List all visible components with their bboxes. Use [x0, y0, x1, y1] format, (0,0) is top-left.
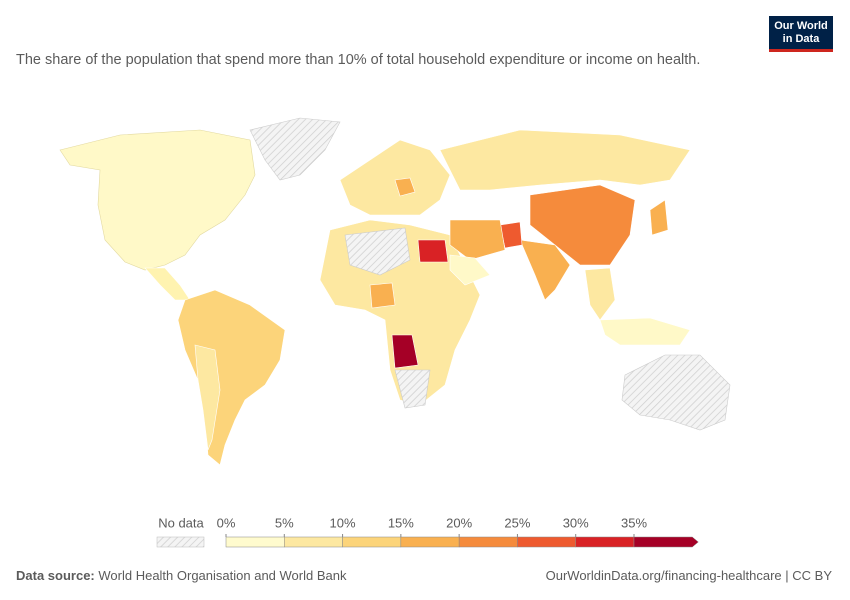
logo-text: in Data	[782, 33, 820, 45]
country	[144, 267, 191, 301]
country	[194, 344, 221, 451]
country	[369, 282, 396, 309]
legend-label: No data	[158, 515, 204, 530]
legend-bin	[458, 536, 518, 548]
legend-tick-label: 25%	[504, 515, 530, 530]
legend: No data 0% 5% 10% 15% 20% 25% 30% 35%	[156, 515, 699, 548]
legend-tick-label: 5%	[275, 515, 294, 530]
source-label: Data source:	[16, 568, 95, 583]
legend-bin	[575, 536, 635, 548]
source: Data source: World Health Organisation a…	[16, 568, 346, 583]
legend-tick-label: 0%	[217, 515, 236, 530]
country	[394, 369, 431, 409]
country	[449, 219, 506, 261]
country	[59, 129, 256, 271]
country	[584, 267, 616, 321]
subtitle: The share of the population that spend m…	[16, 52, 701, 68]
legend-bin	[400, 536, 460, 548]
country	[599, 317, 691, 346]
legend-bin	[284, 536, 343, 548]
legend-bin	[633, 536, 699, 548]
legend-tick-label: 15%	[388, 515, 414, 530]
country	[449, 254, 491, 286]
country	[529, 184, 636, 266]
country	[417, 239, 449, 263]
legend-bin	[225, 536, 285, 548]
legend-tick-label: 20%	[446, 515, 472, 530]
country	[177, 289, 286, 466]
legend-no-data	[156, 536, 205, 548]
source-text: World Health Organisation and World Bank	[98, 568, 347, 583]
country	[439, 129, 691, 191]
legend-tick-label: 10%	[330, 515, 356, 530]
country	[249, 117, 341, 181]
logo[interactable]: Our World in Data	[769, 16, 833, 52]
credit[interactable]: OurWorldinData.org/financing-healthcare …	[545, 568, 832, 583]
logo-text: Our World	[774, 20, 828, 32]
country	[621, 354, 731, 431]
country	[394, 177, 416, 197]
legend-tick-label: 30%	[563, 515, 589, 530]
legend-bin	[517, 536, 576, 548]
countries	[59, 117, 731, 466]
country	[649, 199, 669, 236]
legend-bin	[342, 536, 402, 548]
country	[339, 139, 451, 216]
legend-tick-label: 35%	[621, 515, 647, 530]
country	[344, 227, 411, 276]
country	[391, 334, 419, 369]
country	[519, 239, 571, 301]
